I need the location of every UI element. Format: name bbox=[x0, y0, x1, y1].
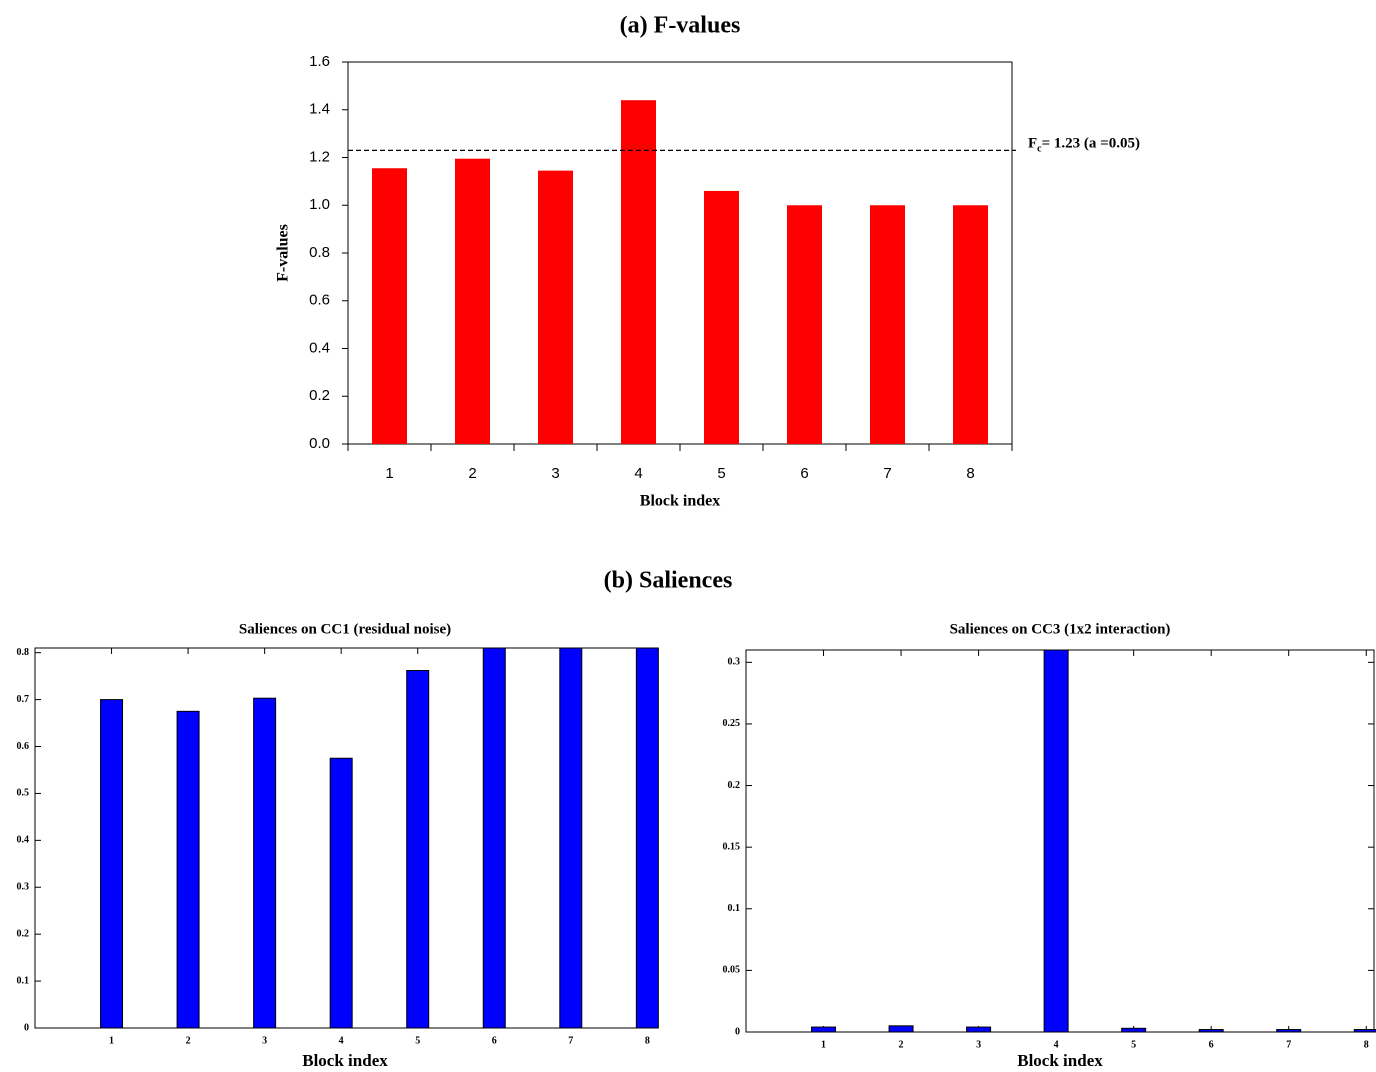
y-tick-label: 0.2 bbox=[17, 928, 30, 939]
bar bbox=[811, 1026, 837, 1033]
x-tick-label: 4 bbox=[339, 1035, 344, 1046]
y-tick-label: 0.2 bbox=[728, 780, 741, 791]
bar bbox=[1276, 1029, 1302, 1033]
bar bbox=[953, 205, 988, 444]
bar bbox=[100, 699, 124, 1029]
bar bbox=[1043, 649, 1069, 1033]
x-axis-label: Block index bbox=[302, 1051, 388, 1070]
bar bbox=[538, 170, 573, 444]
reference-label-suffix: = 1.23 (a =0.05) bbox=[1042, 136, 1140, 152]
y-tick-label: 0.1 bbox=[17, 975, 30, 986]
chart-title: Saliences on CC1 (residual noise) bbox=[239, 621, 451, 637]
x-tick-label: 4 bbox=[1054, 1039, 1059, 1050]
x-tick-label: 6 bbox=[1209, 1039, 1214, 1050]
y-tick-label: 1.4 bbox=[309, 101, 330, 118]
x-axis-label: Block index bbox=[1017, 1051, 1103, 1070]
y-axis-label: F-values bbox=[275, 224, 292, 282]
x-tick-label: 2 bbox=[899, 1039, 904, 1050]
x-axis-label: Block index bbox=[640, 493, 720, 510]
reference-label: Fc= 1.23 (a =0.05) bbox=[1028, 136, 1140, 155]
x-tick-label: 1 bbox=[385, 465, 393, 482]
x-tick-label: 3 bbox=[551, 465, 559, 482]
x-tick-label: 5 bbox=[717, 465, 725, 482]
x-tick-label: 8 bbox=[1364, 1039, 1369, 1050]
bar bbox=[1198, 1029, 1224, 1033]
x-tick-label: 6 bbox=[492, 1035, 497, 1046]
bar bbox=[888, 1025, 914, 1033]
x-tick-label: 4 bbox=[634, 465, 642, 482]
x-tick-label: 2 bbox=[468, 465, 476, 482]
x-tick-label: 3 bbox=[976, 1039, 981, 1050]
y-tick-label: 0.4 bbox=[17, 835, 30, 846]
y-tick-label: 0.0 bbox=[309, 435, 330, 452]
reference-label-main: F bbox=[1028, 136, 1037, 152]
bar bbox=[704, 190, 739, 444]
bar bbox=[482, 647, 506, 1029]
x-tick-label: 1 bbox=[821, 1039, 826, 1050]
x-tick-label: 8 bbox=[645, 1035, 650, 1046]
y-tick-label: 0.6 bbox=[309, 292, 330, 309]
x-tick-label: 7 bbox=[883, 465, 891, 482]
bar bbox=[1121, 1027, 1147, 1033]
x-tick-label: 5 bbox=[415, 1035, 420, 1046]
bar bbox=[787, 205, 822, 444]
bar bbox=[253, 697, 277, 1029]
y-tick-label: 1.2 bbox=[309, 148, 330, 165]
x-tick-label: 3 bbox=[262, 1035, 267, 1046]
x-tick-label: 6 bbox=[800, 465, 808, 482]
bar bbox=[621, 100, 656, 444]
y-tick-label: 0.7 bbox=[17, 694, 30, 705]
bar bbox=[1353, 1029, 1376, 1033]
reference-label-subscript: c bbox=[1037, 144, 1042, 155]
chart-title: (a) F-values bbox=[620, 13, 741, 39]
bar bbox=[406, 670, 430, 1029]
x-tick-label: 2 bbox=[186, 1035, 191, 1046]
y-tick-label: 0.5 bbox=[17, 788, 30, 799]
bar bbox=[870, 205, 905, 444]
bar bbox=[372, 168, 407, 444]
y-tick-label: 1.0 bbox=[309, 196, 330, 213]
y-tick-label: 0.2 bbox=[309, 387, 330, 404]
y-tick-label: 0.05 bbox=[723, 965, 741, 976]
y-tick-label: 0.6 bbox=[17, 741, 30, 752]
section-title: (b) Saliences bbox=[604, 568, 733, 594]
y-tick-label: 0.15 bbox=[723, 841, 741, 852]
y-tick-label: 0.8 bbox=[309, 244, 330, 261]
plot-frame bbox=[347, 61, 1013, 445]
bar bbox=[559, 647, 583, 1029]
y-tick-label: 1.6 bbox=[309, 53, 330, 70]
x-tick-label: 7 bbox=[568, 1035, 573, 1046]
bar bbox=[455, 158, 490, 444]
bar bbox=[329, 757, 353, 1029]
x-tick-label: 8 bbox=[966, 465, 974, 482]
y-tick-label: 0.3 bbox=[17, 882, 30, 893]
x-tick-label: 1 bbox=[109, 1035, 114, 1046]
chart-title: Saliences on CC3 (1x2 interaction) bbox=[950, 621, 1171, 637]
x-tick-label: 5 bbox=[1131, 1039, 1136, 1050]
bar bbox=[966, 1026, 992, 1033]
y-tick-label: 0.4 bbox=[309, 339, 330, 356]
y-tick-label: 0.3 bbox=[728, 657, 741, 668]
y-tick-label: 0 bbox=[735, 1026, 740, 1037]
bar bbox=[635, 647, 659, 1029]
y-tick-label: 0.25 bbox=[723, 718, 741, 729]
y-tick-label: 0.8 bbox=[17, 647, 30, 658]
y-tick-label: 0 bbox=[24, 1022, 29, 1033]
bar bbox=[176, 710, 200, 1029]
y-tick-label: 0.1 bbox=[728, 903, 741, 914]
x-tick-label: 7 bbox=[1286, 1039, 1291, 1050]
